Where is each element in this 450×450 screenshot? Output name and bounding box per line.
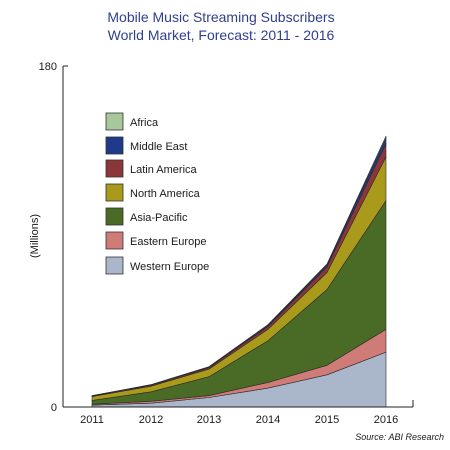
x-tick-label-2011: 2011 [80, 414, 104, 426]
area-series-group [91, 135, 387, 408]
legend-swatch-north-america [105, 183, 124, 202]
legend-swatch-western-europe [105, 256, 124, 275]
x-tick-labels: 2011 2012 2013 2014 2015 2016 [80, 414, 398, 426]
area-africa [91, 135, 387, 397]
legend-swatch-middle-east [105, 136, 124, 155]
legend-swatch-latin-america [105, 159, 124, 178]
legend-swatch-eastern-europe [105, 231, 124, 250]
legend-label-asia-pacific: Asia-Pacific [130, 212, 188, 224]
x-tick-label-2016: 2016 [374, 414, 398, 426]
x-tick-label-2014: 2014 [256, 414, 280, 426]
legend-label-eastern-europe: Eastern Europe [130, 236, 206, 248]
legend-label-north-america: North America [130, 188, 201, 200]
x-tick-label-2015: 2015 [315, 414, 339, 426]
legend-label-middle-east: Middle East [130, 141, 187, 153]
x-tick-label-2012: 2012 [139, 414, 163, 426]
chart-title-line-1: Mobile Music Streaming Subscribers [107, 9, 334, 25]
x-tick-label-2013: 2013 [197, 414, 221, 426]
source-note: Source: ABI Research [355, 432, 444, 442]
legend-label-africa: Africa [130, 117, 159, 129]
legend-swatch-asia-pacific [105, 207, 124, 226]
legend-swatch-africa [105, 112, 124, 131]
chart-title-line-2: World Market, Forecast: 2011 - 2016 [108, 27, 335, 43]
legend-label-western-europe: Western Europe [130, 261, 209, 273]
y-axis-label: (Millions) [29, 214, 41, 258]
legend-label-latin-america: Latin America [130, 164, 198, 176]
y-tick-label-min: 0 [51, 402, 57, 414]
y-tick-label-max: 180 [39, 61, 57, 73]
legend: Africa Middle East Latin America North Amer… [105, 112, 209, 275]
